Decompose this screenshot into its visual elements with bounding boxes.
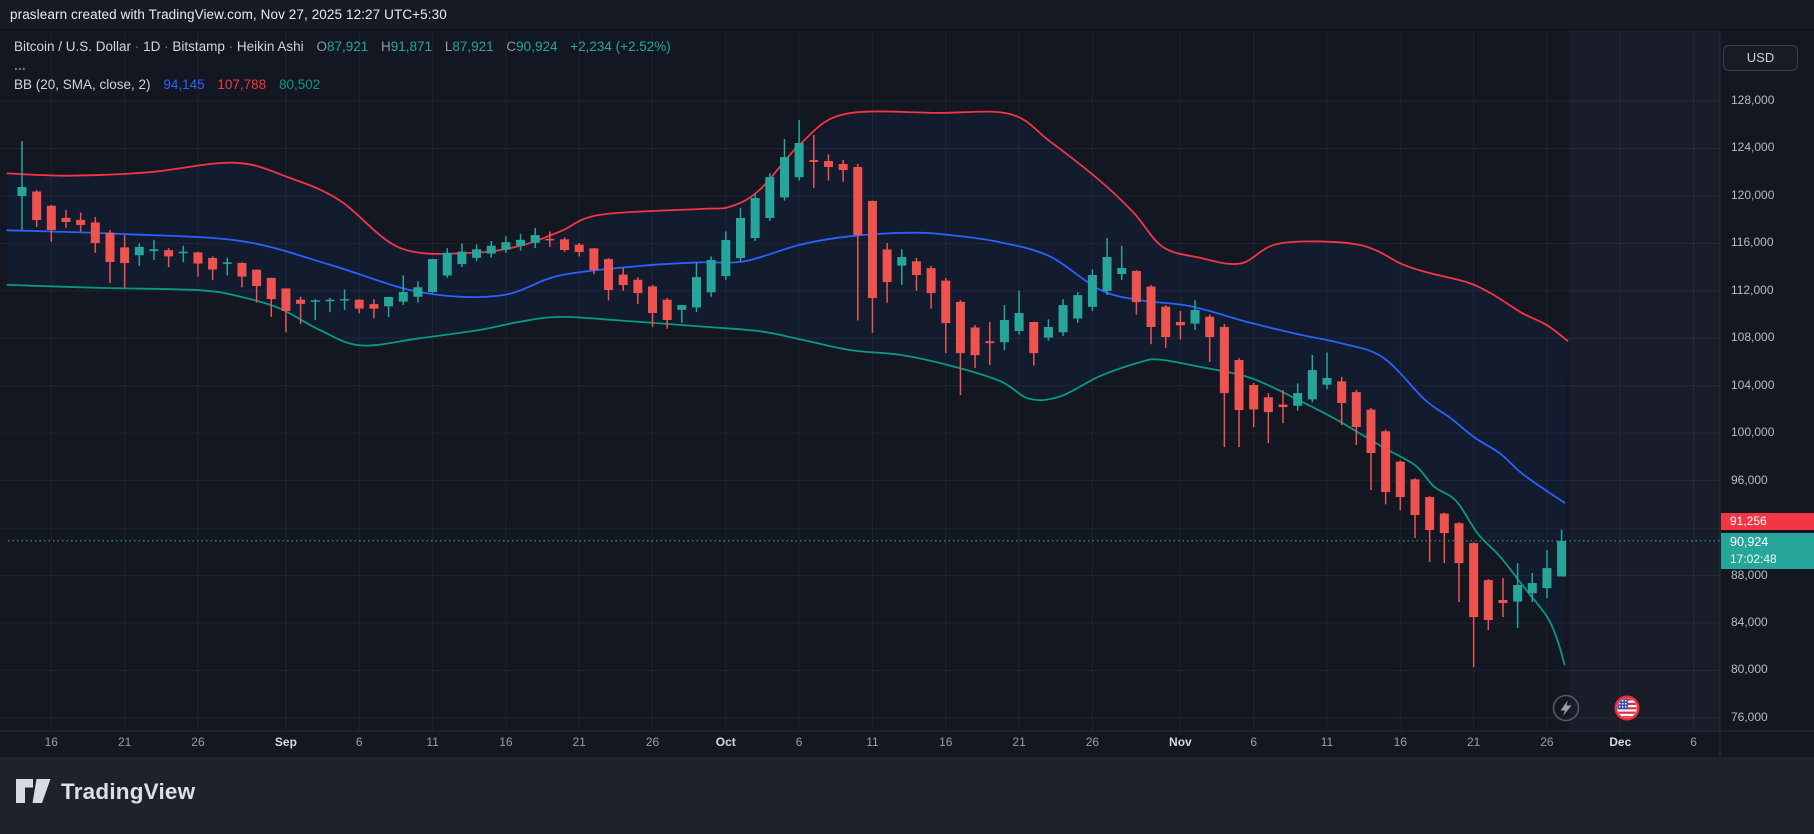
chart-style-label: Heikin Ashi [236, 39, 304, 54]
price-axis-label: 84,000 [1731, 615, 1768, 630]
time-axis-label: 11 [866, 735, 879, 749]
time-axis-label: 6 [1690, 735, 1697, 749]
price-axis-label: 116,000 [1731, 235, 1774, 250]
time-axis-label: Sep [274, 735, 297, 749]
time-axis-label: 6 [1250, 735, 1258, 749]
footer-bar: TradingView [0, 757, 1814, 834]
change-value: +2,234 (+2.52%) [570, 39, 671, 54]
currency-toggle-button[interactable]: USD [1723, 45, 1798, 71]
current-price-value: 90,924 [1730, 534, 1769, 549]
attribution-text: praslearn created with TradingView.com, … [10, 7, 447, 22]
symbol-title[interactable]: Bitcoin / U.S. Dollar [14, 39, 132, 54]
price-axis-label: 88,000 [1731, 567, 1768, 582]
time-axis-label: 6 [795, 735, 803, 749]
interval-label[interactable]: 1D [143, 39, 161, 54]
us-market-flag-icon[interactable] [1611, 692, 1643, 724]
time-axis[interactable]: 16 21 26 Sep 6 11 16 21 26 Oct 6 11 16 21 26 Nov 6 11 16 21… [0, 731, 1720, 757]
more-indicators-ellipsis[interactable]: ... [14, 57, 26, 73]
tradingview-logo-icon [16, 779, 51, 803]
bb-upper-value: 107,788 [217, 77, 267, 92]
price-axis-label: 76,000 [1731, 709, 1768, 724]
exchange-label: Bitstamp [172, 39, 225, 54]
time-axis-label: 21 [572, 735, 586, 749]
price-axis-label: 112,000 [1731, 282, 1774, 297]
bb-lower-value: 80,502 [278, 77, 321, 92]
price-axis-label: 100,000 [1731, 425, 1775, 440]
open-label: O [316, 39, 327, 54]
time-axis-label: 21 [117, 735, 132, 749]
low-label: L [444, 39, 453, 54]
close-value: 90,924 [516, 39, 558, 54]
time-axis-label: 16 [939, 735, 953, 749]
time-axis-label: 26 [645, 735, 660, 749]
time-axis-label: 16 [44, 735, 58, 749]
time-axis-label: 26 [1540, 735, 1554, 749]
price-axis-label: 128,000 [1731, 93, 1775, 107]
time-axis-label: Nov [1169, 735, 1192, 749]
low-value: 87,921 [452, 39, 494, 54]
price-axis-label: 104,000 [1731, 377, 1775, 392]
price-axis-label: 80,000 [1731, 662, 1768, 677]
time-axis-label: Oct [715, 735, 736, 749]
close-label: C [506, 39, 517, 54]
price-axis-label: 96,000 [1731, 472, 1768, 487]
price-axis-label: 120,000 [1731, 187, 1775, 202]
time-axis-label: 21 [1012, 735, 1026, 749]
time-axis-label: 6 [355, 735, 363, 749]
alert-price-label: 91,256 [1721, 512, 1814, 530]
time-axis-label: Dec [1609, 735, 1632, 749]
open-value: 87,921 [326, 39, 369, 54]
high-value: 91,871 [390, 39, 433, 54]
bar-countdown: 17:02:48 [1730, 551, 1777, 566]
time-axis-label: 26 [191, 735, 205, 749]
time-axis-label: 26 [1085, 735, 1100, 749]
symbol-legend-row[interactable]: Bitcoin / U.S. Dollar · 1D · Bitstamp · … [14, 39, 671, 54]
bb-indicator-title[interactable]: BB (20, SMA, close, 2) [14, 77, 151, 92]
high-label: H [381, 39, 391, 54]
tradingview-logo-text: TradingView [61, 778, 196, 804]
bb-indicator-row[interactable]: BB (20, SMA, close, 2) 94,145 107,788 80… [14, 75, 671, 94]
time-axis-label: 16 [499, 735, 513, 749]
time-axis-label: 16 [1393, 735, 1407, 749]
time-axis-label: 11 [1320, 735, 1334, 749]
price-axis-label: 108,000 [1731, 330, 1775, 345]
tradingview-logo[interactable]: TradingView [15, 778, 195, 805]
price-axis-label: 124,000 [1731, 140, 1775, 155]
collapsed-indicator-row[interactable]: ... [14, 56, 671, 75]
price-axis[interactable]: USD 91,256 90,924 17:02:48 128,000 124,00… [1720, 30, 1814, 757]
current-price-label: 90,924 17:02:48 [1721, 532, 1814, 569]
realtime-data-icon[interactable] [1551, 693, 1581, 723]
attribution-bar: praslearn created with TradingView.com, … [0, 0, 1814, 30]
time-axis-label: 21 [1466, 735, 1481, 749]
time-axis-label: 11 [426, 735, 439, 749]
bb-basis-value: 94,145 [163, 77, 205, 92]
chart-legend: Bitcoin / U.S. Dollar · 1D · Bitstamp · … [14, 37, 671, 94]
